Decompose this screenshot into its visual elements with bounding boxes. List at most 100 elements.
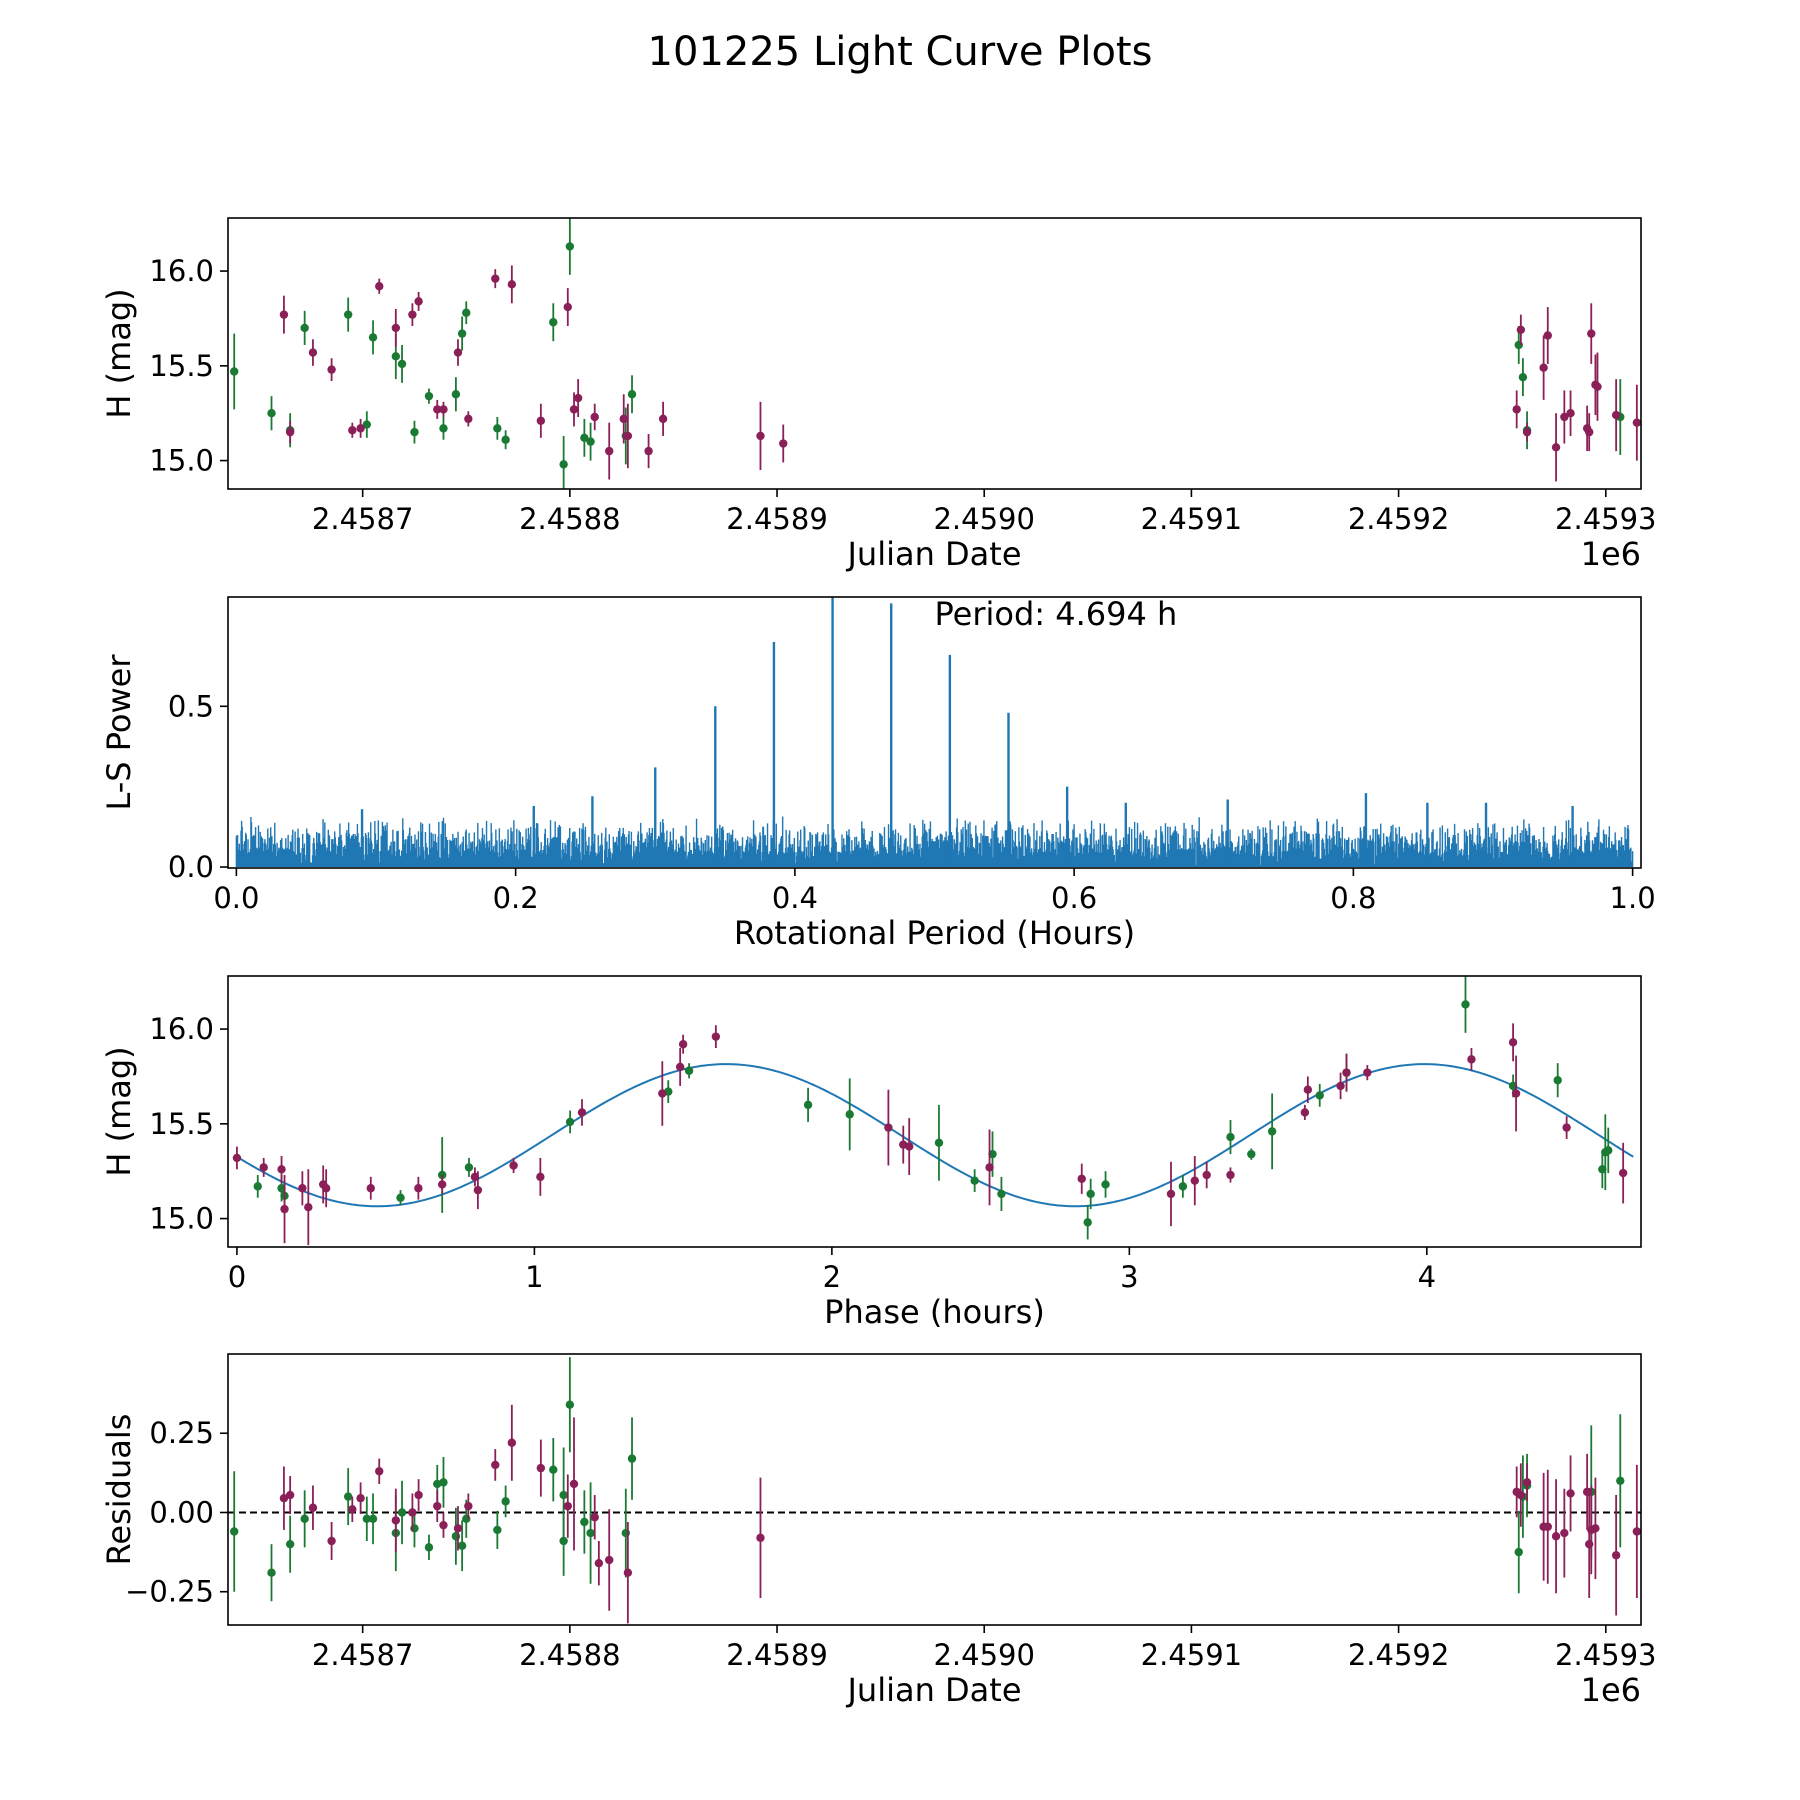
phase-point-green xyxy=(970,1176,979,1185)
lightcurve-point-purple xyxy=(573,393,583,403)
residuals-point-purple xyxy=(356,1494,365,1503)
lightcurve-point-purple-late xyxy=(1551,443,1561,452)
lightcurve-xtick-label: 2.4593 xyxy=(1555,502,1656,536)
lightcurve-point-purple xyxy=(605,446,614,456)
residuals-point-purple xyxy=(433,1501,442,1511)
phase-point-green xyxy=(934,1138,944,1147)
phase-ytick-label: 16.0 xyxy=(149,1012,214,1046)
lightcurve-point-green xyxy=(586,437,595,446)
lightcurve-point-green xyxy=(580,433,589,443)
lightcurve-point-green xyxy=(368,333,378,342)
residuals-point-green xyxy=(397,1508,407,1517)
residuals-point-purple xyxy=(327,1536,336,1546)
phase-point-purple xyxy=(321,1184,331,1193)
lightcurve-point-purple-late xyxy=(1632,418,1641,427)
lightcurve-xtick-label: 2.4589 xyxy=(726,502,827,536)
lightcurve-point-purple xyxy=(439,405,448,414)
lightcurve-point-green xyxy=(391,352,401,361)
phase-point-purple xyxy=(536,1172,545,1182)
lightcurve-point-green xyxy=(410,427,419,437)
residuals-point-purple xyxy=(414,1490,423,1500)
lightcurve-point-purple xyxy=(279,310,289,319)
lightcurve-point-green xyxy=(451,390,461,399)
lightcurve-plot-frame xyxy=(227,217,1642,490)
lightcurve-point-purple xyxy=(348,426,357,435)
lightcurve-point-green xyxy=(457,329,467,338)
phase-point-purple xyxy=(1363,1068,1372,1077)
residuals-point-purple xyxy=(563,1501,572,1511)
phase-point-green xyxy=(253,1182,262,1191)
residuals-x-offset-label: 1e6 xyxy=(1581,1671,1641,1709)
phase-ylabel: H (mag) xyxy=(100,1046,138,1176)
residuals-point-green xyxy=(493,1525,502,1535)
lightcurve-point-green xyxy=(501,435,510,444)
phase-point-purple xyxy=(509,1161,518,1170)
lightcurve-point-purple xyxy=(507,280,517,289)
residuals-point-purple xyxy=(623,1568,633,1577)
residuals-point-purple xyxy=(507,1438,517,1447)
lightcurve-point-green xyxy=(343,310,353,319)
lightcurve-point-purple xyxy=(590,412,599,422)
lightcurve-point-green xyxy=(230,367,239,376)
lightcurve-ytick-label: 15.5 xyxy=(149,349,214,383)
lightcurve-point-purple xyxy=(464,414,473,424)
lightcurve-point-purple-late xyxy=(1587,329,1596,338)
phase-point-purple xyxy=(905,1142,914,1151)
phase-xlabel: Phase (hours) xyxy=(824,1293,1045,1331)
residuals-point-green xyxy=(362,1514,372,1524)
phase-point-purple xyxy=(577,1108,587,1117)
periodogram-ylabel: L-S Power xyxy=(100,654,138,811)
lightcurve-xlabel: Julian Date xyxy=(845,535,1021,573)
residuals-point-green xyxy=(424,1543,434,1552)
residuals-xtick-label: 2.4592 xyxy=(1348,1638,1449,1672)
phase-panel: 0 1 2 3 4 15.0 15.5 16.0 Phase (hours) H (mag) xyxy=(100,975,1642,1331)
phase-point-purple xyxy=(678,1040,688,1049)
residuals-point-purple xyxy=(590,1513,599,1522)
residuals-point-purple-late xyxy=(1560,1528,1569,1538)
phase-point-green xyxy=(1086,1189,1095,1199)
lightcurve-point-purple xyxy=(779,439,788,448)
phase-point-green xyxy=(1247,1149,1256,1159)
phase-point-purple xyxy=(1202,1170,1211,1180)
period-annotation: Period: 4.694 h xyxy=(935,595,1178,633)
lightcurve-point-purple-late xyxy=(1543,331,1552,340)
lightcurve-point-green xyxy=(362,420,372,429)
residuals-xtick-label: 2.4588 xyxy=(519,1638,620,1672)
periodogram-xlabel: Rotational Period (Hours) xyxy=(734,914,1135,952)
periodogram-xtick-label: 0.6 xyxy=(1051,881,1097,915)
phase-point-purple xyxy=(1077,1174,1086,1183)
residuals-point-green xyxy=(368,1514,378,1524)
phase-point-green xyxy=(464,1163,474,1172)
residuals-ytick-label: 0.25 xyxy=(149,1416,214,1450)
residuals-point-purple-late xyxy=(1522,1478,1532,1487)
residuals-point-purple xyxy=(491,1460,500,1470)
residuals-xtick-label: 2.4591 xyxy=(1141,1638,1242,1672)
residuals-point-green xyxy=(457,1541,467,1550)
residuals-point-purple-late xyxy=(1551,1532,1561,1541)
residuals-plot-area xyxy=(228,1357,1641,1624)
phase-point-purple xyxy=(437,1180,447,1189)
lightcurve-point-green xyxy=(462,308,471,317)
lightcurve-point-purple xyxy=(356,424,365,433)
phase-point-purple xyxy=(1508,1038,1518,1047)
residuals-point-purple-late xyxy=(1591,1524,1600,1533)
lightcurve-point-purple xyxy=(491,274,500,283)
periodogram-ytick-label: 0.5 xyxy=(168,689,214,723)
lightcurve-point-purple xyxy=(327,365,336,374)
phase-point-purple xyxy=(675,1062,685,1072)
lightcurve-point-purple-late xyxy=(1560,412,1569,422)
lightcurve-point-purple-late xyxy=(1566,408,1575,418)
residuals-point-purple xyxy=(464,1501,473,1511)
phase-point-purple xyxy=(1226,1170,1235,1180)
lightcurve-point-purple xyxy=(308,348,318,357)
residuals-point-purple xyxy=(279,1494,289,1503)
lightcurve-point-green xyxy=(549,318,558,327)
phase-point-purple xyxy=(298,1184,307,1193)
lightcurve-point-green xyxy=(424,391,434,401)
phase-point-purple xyxy=(711,1032,721,1041)
phase-point-purple xyxy=(473,1185,483,1195)
lightcurve-point-green xyxy=(439,424,448,433)
phase-point-purple xyxy=(277,1165,286,1174)
